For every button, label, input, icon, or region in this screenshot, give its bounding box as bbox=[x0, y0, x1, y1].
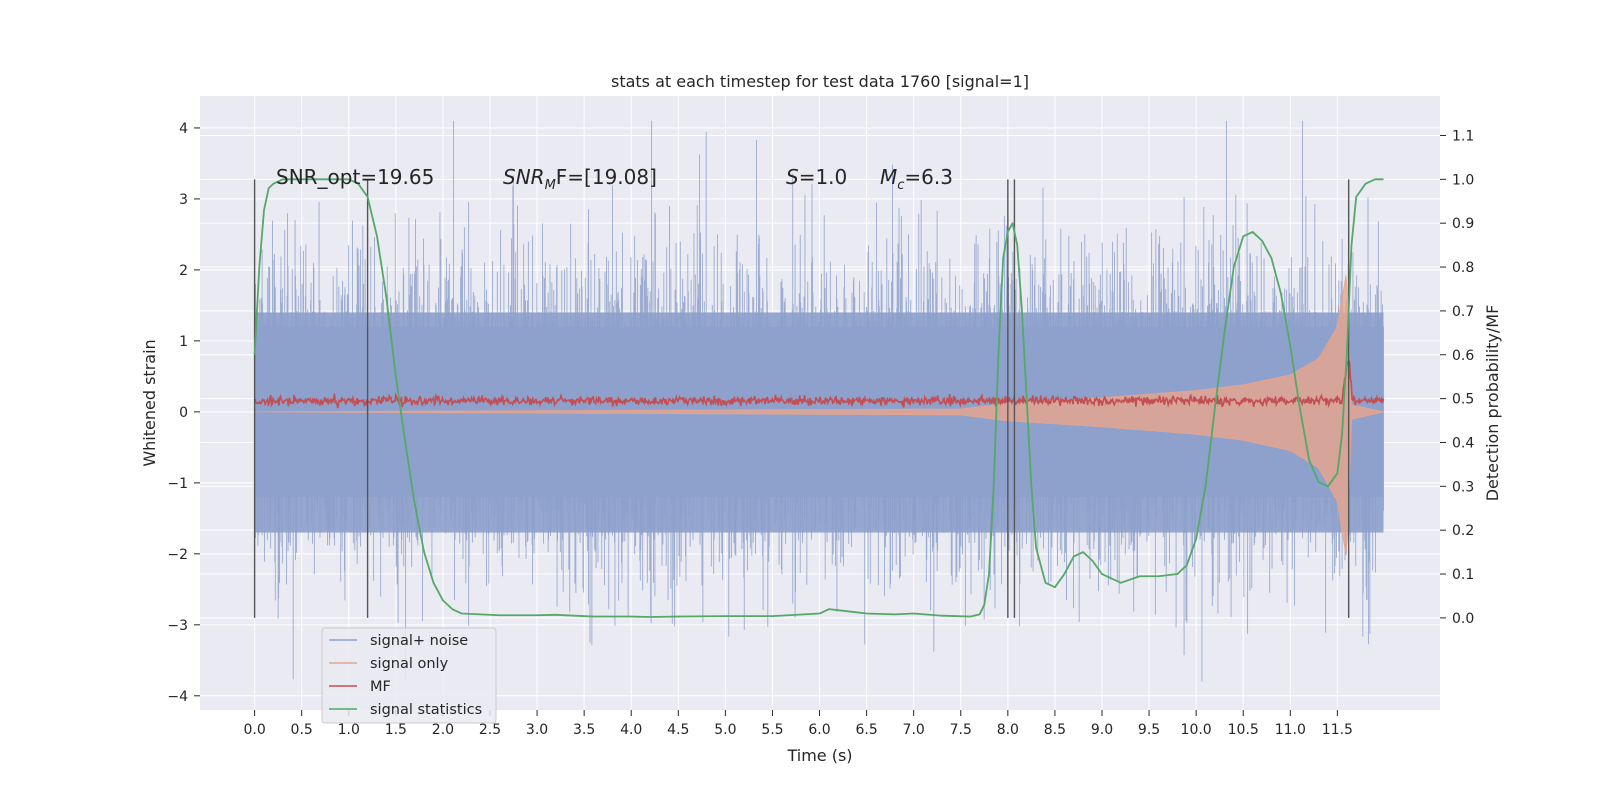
legend-label-mf: MF bbox=[370, 679, 391, 695]
annotation-snr-mf: SNRMF=[19.08] bbox=[503, 165, 657, 193]
x-tick-label-15: 7.5 bbox=[950, 722, 972, 738]
y-right-tick-label-8: 0.3 bbox=[1452, 479, 1474, 495]
legend-label-signal-noise: signal+ noise bbox=[370, 633, 468, 649]
annotation-snr-mf-value: F=[19.08] bbox=[556, 165, 657, 189]
legend: signal+ noise signal only MF signal stat… bbox=[321, 627, 497, 724]
y-axis-left-label: Whitened strain bbox=[140, 339, 159, 466]
x-tick-label-1: 0.5 bbox=[291, 722, 313, 738]
annotation-snr-mf-subscript: M bbox=[545, 178, 556, 193]
y-right-tick-label-0: 1.1 bbox=[1452, 128, 1474, 144]
annotation-mc: Mc=6.3 bbox=[880, 165, 953, 193]
annotation-snr-mf-symbol: SNR bbox=[503, 165, 545, 189]
y-left-tick-label-7: −3 bbox=[167, 618, 188, 634]
x-tick-label-14: 7.0 bbox=[903, 722, 925, 738]
x-tick-label-3: 1.5 bbox=[385, 722, 407, 738]
series-signal-statistics bbox=[253, 178, 1384, 618]
x-tick-label-5: 2.5 bbox=[479, 722, 501, 738]
series-signal-only bbox=[254, 275, 1384, 556]
annotation-s: S=1.0 bbox=[786, 165, 847, 189]
y-left-tick-label-5: −1 bbox=[167, 476, 188, 492]
y-left-tick-label-1: 3 bbox=[179, 192, 188, 208]
legend-box bbox=[321, 627, 497, 724]
y-right-tick-label-1: 1.0 bbox=[1452, 172, 1474, 188]
vertical-markers bbox=[253, 179, 1350, 618]
series-mf bbox=[253, 357, 1385, 409]
x-tick-label-12: 6.0 bbox=[808, 722, 830, 738]
x-tick-label-10: 5.0 bbox=[714, 722, 736, 738]
x-tick-label-16: 8.0 bbox=[997, 722, 1019, 738]
x-tick-label-20: 10.0 bbox=[1181, 722, 1212, 738]
annotation-mc-value: =6.3 bbox=[904, 165, 953, 189]
y-right-tick-label-10: 0.1 bbox=[1452, 567, 1474, 583]
y-axis-right-label: Detection probability/MF bbox=[1483, 305, 1502, 502]
mf-line bbox=[253, 357, 1385, 409]
y-right-tick-label-9: 0.2 bbox=[1452, 523, 1474, 539]
chart-title: stats at each timestep for test data 176… bbox=[611, 72, 1029, 91]
signal-only-envelope bbox=[254, 275, 1384, 556]
annotation-mc-symbol: M bbox=[880, 165, 897, 189]
x-tick-label-18: 9.0 bbox=[1091, 722, 1113, 738]
y-axis-right-ticks: 1.1 1.0 0.9 0.8 0.7 0.6 0.5 0.4 0.3 0.2 0.1 0.0 bbox=[1440, 128, 1474, 627]
y-left-tick-label-4: 0 bbox=[179, 405, 188, 421]
y-left-tick-label-0: 4 bbox=[179, 121, 188, 137]
x-axis-label: Time (s) bbox=[786, 746, 852, 765]
x-tick-label-4: 2.0 bbox=[432, 722, 454, 738]
x-tick-label-9: 4.5 bbox=[667, 722, 689, 738]
annotation-snr-opt: SNR_opt=19.65 bbox=[276, 165, 434, 189]
y-right-tick-label-4: 0.7 bbox=[1452, 304, 1474, 320]
x-tick-label-13: 6.5 bbox=[855, 722, 877, 738]
x-tick-label-7: 3.5 bbox=[573, 722, 595, 738]
y-right-tick-label-11: 0.0 bbox=[1452, 611, 1474, 627]
x-tick-label-19: 9.5 bbox=[1138, 722, 1160, 738]
y-right-tick-label-6: 0.5 bbox=[1452, 392, 1474, 408]
y-left-tick-label-6: −2 bbox=[167, 547, 188, 563]
x-tick-label-11: 5.5 bbox=[761, 722, 783, 738]
x-tick-label-23: 11.5 bbox=[1322, 722, 1353, 738]
signal-statistics-line bbox=[253, 178, 1384, 618]
legend-label-signal-statistics: signal statistics bbox=[370, 702, 482, 718]
legend-label-signal-only: signal only bbox=[370, 656, 449, 672]
x-axis-ticks: 0.0 0.5 1.0 1.5 2.0 2.5 3.0 3.5 4.0 4.5 5.0 5.5 6.0 6… bbox=[243, 710, 1353, 738]
y-left-tick-label-3: 1 bbox=[179, 334, 188, 350]
y-right-tick-label-2: 0.9 bbox=[1452, 216, 1474, 232]
y-left-tick-label-2: 2 bbox=[179, 263, 188, 279]
y-left-tick-label-8: −4 bbox=[167, 689, 188, 705]
y-right-tick-label-7: 0.4 bbox=[1452, 435, 1474, 451]
annotation-s-value: =1.0 bbox=[799, 165, 848, 189]
y-right-tick-label-3: 0.8 bbox=[1452, 260, 1474, 276]
x-tick-label-21: 10.5 bbox=[1228, 722, 1259, 738]
annotation-s-symbol: S bbox=[786, 165, 799, 189]
x-tick-label-0: 0.0 bbox=[243, 722, 265, 738]
x-tick-label-8: 4.0 bbox=[620, 722, 642, 738]
x-tick-label-17: 8.5 bbox=[1044, 722, 1066, 738]
annotation-mc-subscript: c bbox=[897, 178, 904, 193]
y-axis-left-ticks: 4 3 2 1 0 −1 −2 −3 −4 bbox=[167, 121, 200, 705]
x-tick-label-22: 11.0 bbox=[1275, 722, 1306, 738]
y-right-tick-label-5: 0.6 bbox=[1452, 348, 1474, 364]
x-tick-label-6: 3.0 bbox=[526, 722, 548, 738]
x-tick-label-2: 1.0 bbox=[338, 722, 360, 738]
